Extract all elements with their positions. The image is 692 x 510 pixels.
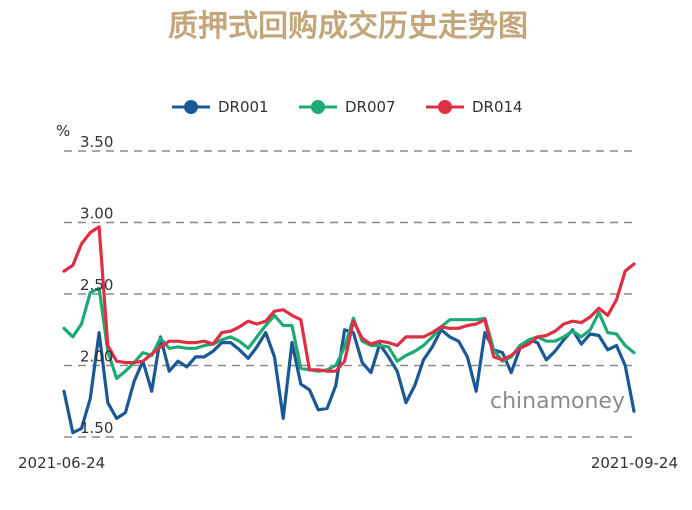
legend-label: DR014: [472, 98, 523, 116]
legend-marker: [438, 100, 452, 114]
series-line-dr014: [62, 225, 636, 373]
series-lines: [62, 225, 636, 435]
x-end-label: 2021-09-24: [591, 454, 678, 472]
x-start-label: 2021-06-24: [18, 454, 105, 472]
y-tick-label: 3.50: [80, 133, 113, 151]
legend-marker: [184, 100, 198, 114]
legend-item-dr014[interactable]: DR014: [426, 98, 523, 116]
chart-title: 质押式回购成交历史走势图: [168, 9, 528, 44]
legend[interactable]: DR001 DR007 DR014: [172, 98, 523, 116]
y-tick-label: 3.00: [80, 205, 113, 223]
y-tick-label: 2.00: [80, 348, 113, 366]
legend-label: DR007: [345, 98, 396, 116]
y-axis-unit: %: [56, 122, 70, 140]
legend-label: DR001: [218, 98, 269, 116]
y-tick-label: 1.50: [80, 419, 113, 437]
gridlines: [64, 150, 636, 438]
y-tick-labels: 3.50 3.00 2.50 2.00 1.50: [80, 133, 113, 437]
watermark: chinamoney: [490, 389, 625, 414]
legend-item-dr007[interactable]: DR007: [299, 98, 396, 116]
legend-item-dr001[interactable]: DR001: [172, 98, 269, 116]
legend-marker: [311, 100, 325, 114]
y-tick-label: 2.50: [80, 276, 113, 294]
